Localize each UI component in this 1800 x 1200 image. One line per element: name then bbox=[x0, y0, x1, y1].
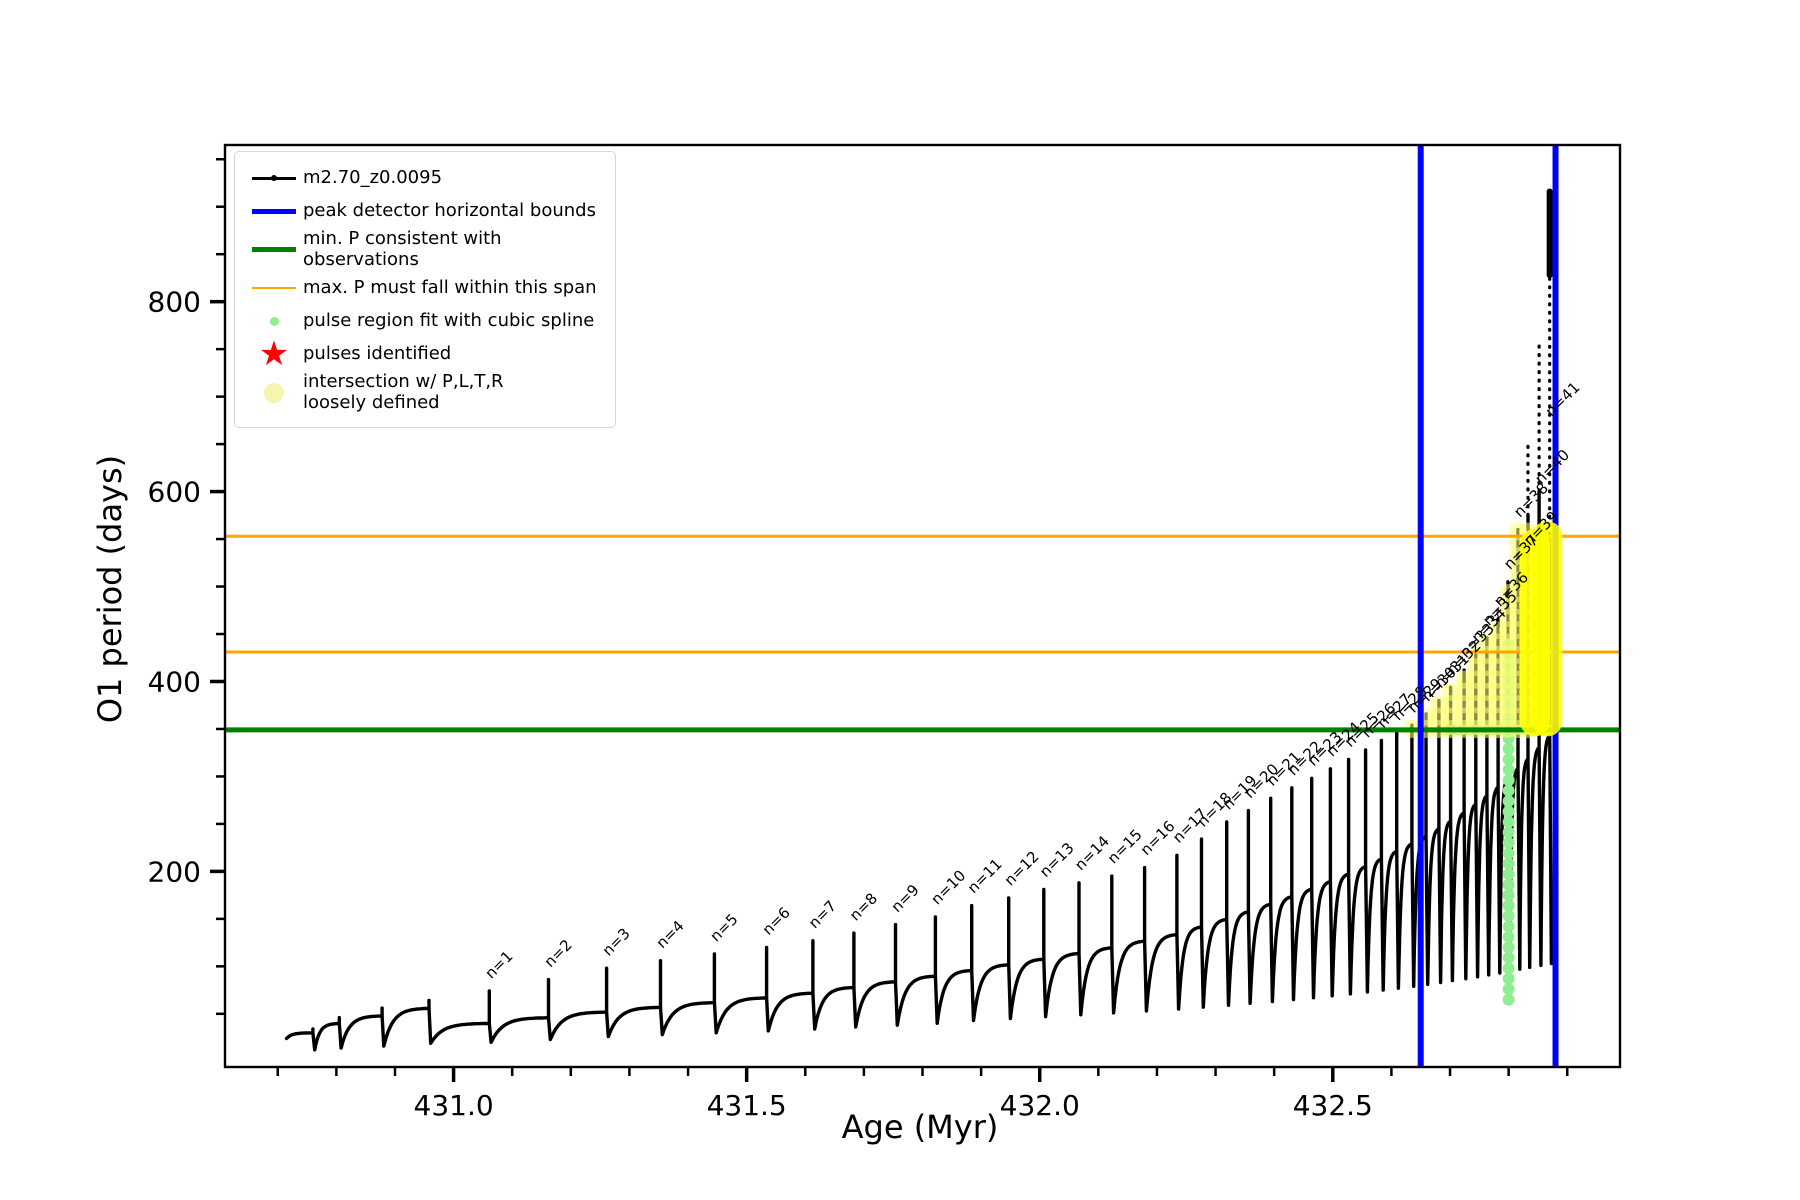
x-tick-label: 431.5 bbox=[707, 1089, 787, 1122]
spline-fit-dot bbox=[1502, 993, 1515, 1006]
spline-fit-dot bbox=[1502, 816, 1515, 829]
spline-fit-dot bbox=[1502, 920, 1515, 933]
series-curve bbox=[284, 489, 1554, 1052]
legend-marker-thick-line-icon bbox=[245, 196, 303, 226]
spline-fit-dot bbox=[1502, 983, 1515, 996]
legend-marker-small-dot-icon bbox=[245, 306, 303, 336]
legend-label-1: peak detector horizontal bounds bbox=[303, 199, 596, 221]
spline-fit-dot bbox=[1502, 878, 1515, 891]
spline-fit-dot bbox=[1502, 826, 1515, 839]
intersection-marker bbox=[1441, 707, 1460, 726]
spline-fit-dot bbox=[1502, 951, 1515, 964]
legend-label-3: max. P must fall within this span bbox=[303, 277, 597, 299]
legend-marker-thin-line-icon bbox=[245, 273, 303, 303]
spline-fit-dot bbox=[1502, 930, 1515, 943]
legend-label-6: intersection w/ P,L,T,R loosely defined bbox=[303, 371, 504, 414]
legend-marker-big-dot-icon bbox=[245, 378, 303, 408]
legend-item-6: intersection w/ P,L,T,R loosely defined bbox=[245, 371, 603, 414]
legend-label-5: pulses identified bbox=[303, 343, 452, 365]
legend-marker-star-icon: ★ bbox=[258, 334, 290, 375]
spline-fit-dot bbox=[1502, 868, 1515, 881]
spline-fit-dot bbox=[1502, 847, 1515, 860]
x-tick-label: 431.0 bbox=[414, 1089, 494, 1122]
spline-fit-dot bbox=[1502, 972, 1515, 985]
intersection-marker bbox=[1441, 695, 1460, 714]
spline-fit-dot bbox=[1502, 836, 1515, 849]
legend-item-2: min. P consistent with observations bbox=[245, 228, 603, 270]
y-tick-label: 600 bbox=[148, 476, 201, 509]
spline-fit-dot bbox=[1502, 774, 1515, 787]
intersection-marker bbox=[1441, 682, 1460, 701]
x-tick-label: 432.0 bbox=[1000, 1089, 1080, 1122]
y-tick-label: 200 bbox=[148, 855, 201, 888]
y-tick-label: 800 bbox=[148, 286, 201, 319]
spline-fit-dot bbox=[1502, 753, 1515, 766]
legend-item-3: max. P must fall within this span bbox=[245, 273, 603, 303]
spline-fit-dot bbox=[1502, 941, 1515, 954]
y-tick-label: 400 bbox=[148, 665, 201, 698]
spline-fit-dot bbox=[1502, 742, 1515, 755]
legend-label-2: min. P consistent with observations bbox=[303, 228, 502, 270]
legend-marker-line-dot-icon bbox=[245, 163, 303, 193]
spline-fit-dot bbox=[1502, 899, 1515, 912]
spline-fit-dot bbox=[1502, 889, 1515, 902]
x-axis-title: Age (Myr) bbox=[841, 1108, 999, 1146]
legend-item-0: m2.70_z0.0095 bbox=[245, 163, 603, 193]
legend-item-4: pulse region fit with cubic spline bbox=[245, 306, 603, 336]
legend-label-4: pulse region fit with cubic spline bbox=[303, 310, 595, 332]
legend-label-0: m2.70_z0.0095 bbox=[303, 166, 443, 188]
spline-fit-dot bbox=[1502, 962, 1515, 975]
x-tick-label: 432.5 bbox=[1293, 1089, 1373, 1122]
spline-fit-dot bbox=[1502, 763, 1515, 776]
legend-marker-thick-line-icon bbox=[245, 235, 303, 265]
spline-fit-dot bbox=[1502, 910, 1515, 923]
legend-item-5: ★ pulses identified bbox=[245, 334, 603, 375]
spline-fit-dot bbox=[1502, 784, 1515, 797]
spline-fit-dot bbox=[1502, 795, 1515, 808]
spline-fit-dot bbox=[1502, 805, 1515, 818]
spline-fit-dot bbox=[1502, 857, 1515, 870]
legend-item-1: peak detector horizontal bounds bbox=[245, 196, 603, 226]
y-axis-title: O1 period (days) bbox=[91, 454, 129, 724]
